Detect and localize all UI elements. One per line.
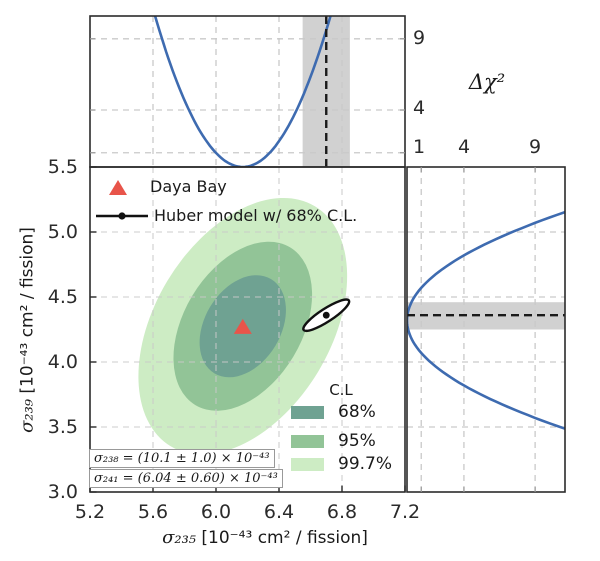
x-axis-label-symbol: σ₂₃₅ bbox=[162, 527, 197, 548]
main-xtick-6.8: 6.8 bbox=[326, 501, 358, 523]
dchi2-ytick-9: 9 bbox=[412, 27, 426, 49]
cl-legend-label-95: 95% bbox=[338, 431, 376, 451]
legend-huber-marker-dot bbox=[118, 212, 126, 220]
y-axis-label-symbol: σ₂₃₉ bbox=[16, 398, 38, 433]
legend-huber-label: Huber model w/ 68% C.L. bbox=[154, 206, 358, 225]
top-chi2-curve bbox=[153, 16, 332, 167]
cl-legend-title: C.L bbox=[329, 381, 353, 399]
dchi2-xtick-4: 4 bbox=[457, 136, 471, 158]
cl-legend-label-68: 68% bbox=[338, 402, 376, 422]
dchi2-xtick-9: 9 bbox=[528, 136, 542, 158]
cl-legend-label-99.7: 99.7% bbox=[338, 454, 393, 474]
right-chi2-curve bbox=[407, 210, 565, 431]
legend-daya-bay-marker bbox=[109, 180, 127, 195]
y-axis-label-units: [10⁻⁴³ cm² / fission] bbox=[17, 227, 38, 399]
dchi2-axis-title: Δχ² bbox=[468, 70, 506, 94]
main-xtick-5.2: 5.2 bbox=[74, 501, 106, 523]
main-ytick-5.5: 5.5 bbox=[47, 156, 78, 178]
annotation-sigma238: σ₂₃₈ = (10.1 ± 1.0) × 10⁻⁴³ bbox=[89, 449, 275, 468]
main-ytick-3.5: 3.5 bbox=[47, 416, 78, 438]
main-ytick-5.0: 5.0 bbox=[47, 221, 78, 243]
dchi2-shared-tick-1: 1 bbox=[412, 136, 426, 158]
legend-daya-bay-label: Daya Bay bbox=[150, 177, 227, 196]
right-marginal-grid bbox=[407, 167, 565, 492]
main-xtick-6.0: 6.0 bbox=[200, 501, 232, 523]
huber-center-dot bbox=[322, 311, 330, 319]
cl-swatch-68% bbox=[291, 406, 324, 419]
cl-swatch-95% bbox=[291, 435, 324, 448]
y-axis-label: σ₂₃₉ [10⁻⁴³ cm² / fission] bbox=[17, 227, 38, 433]
main-xtick-5.6: 5.6 bbox=[137, 501, 169, 523]
top-marginal-grid bbox=[90, 16, 405, 167]
main-xtick-7.2: 7.2 bbox=[389, 501, 421, 523]
main-plot-border bbox=[89, 166, 406, 493]
main-xtick-6.4: 6.4 bbox=[263, 501, 295, 523]
annotation-sigma241: σ₂₄₁ = (6.04 ± 0.60) × 10⁻⁴³ bbox=[89, 469, 283, 488]
x-axis-label: σ₂₃₅ [10⁻⁴³ cm² / fission] bbox=[115, 527, 415, 548]
main-ytick-4.0: 4.0 bbox=[47, 351, 78, 373]
daya-bay-best-fit-marker bbox=[233, 318, 252, 334]
right-marginal-border bbox=[406, 166, 566, 493]
x-axis-label-units: [10⁻⁴³ cm² / fission] bbox=[196, 528, 368, 548]
main-ytick-3.0: 3.0 bbox=[47, 481, 78, 503]
main-grid bbox=[90, 167, 405, 492]
dchi2-ytick-4: 4 bbox=[412, 97, 426, 119]
marginal-tick-marks bbox=[90, 38, 536, 492]
main-ytick-4.5: 4.5 bbox=[47, 286, 78, 308]
cl-swatch-99.7% bbox=[291, 458, 324, 471]
axis-tick-marks bbox=[89, 166, 406, 493]
